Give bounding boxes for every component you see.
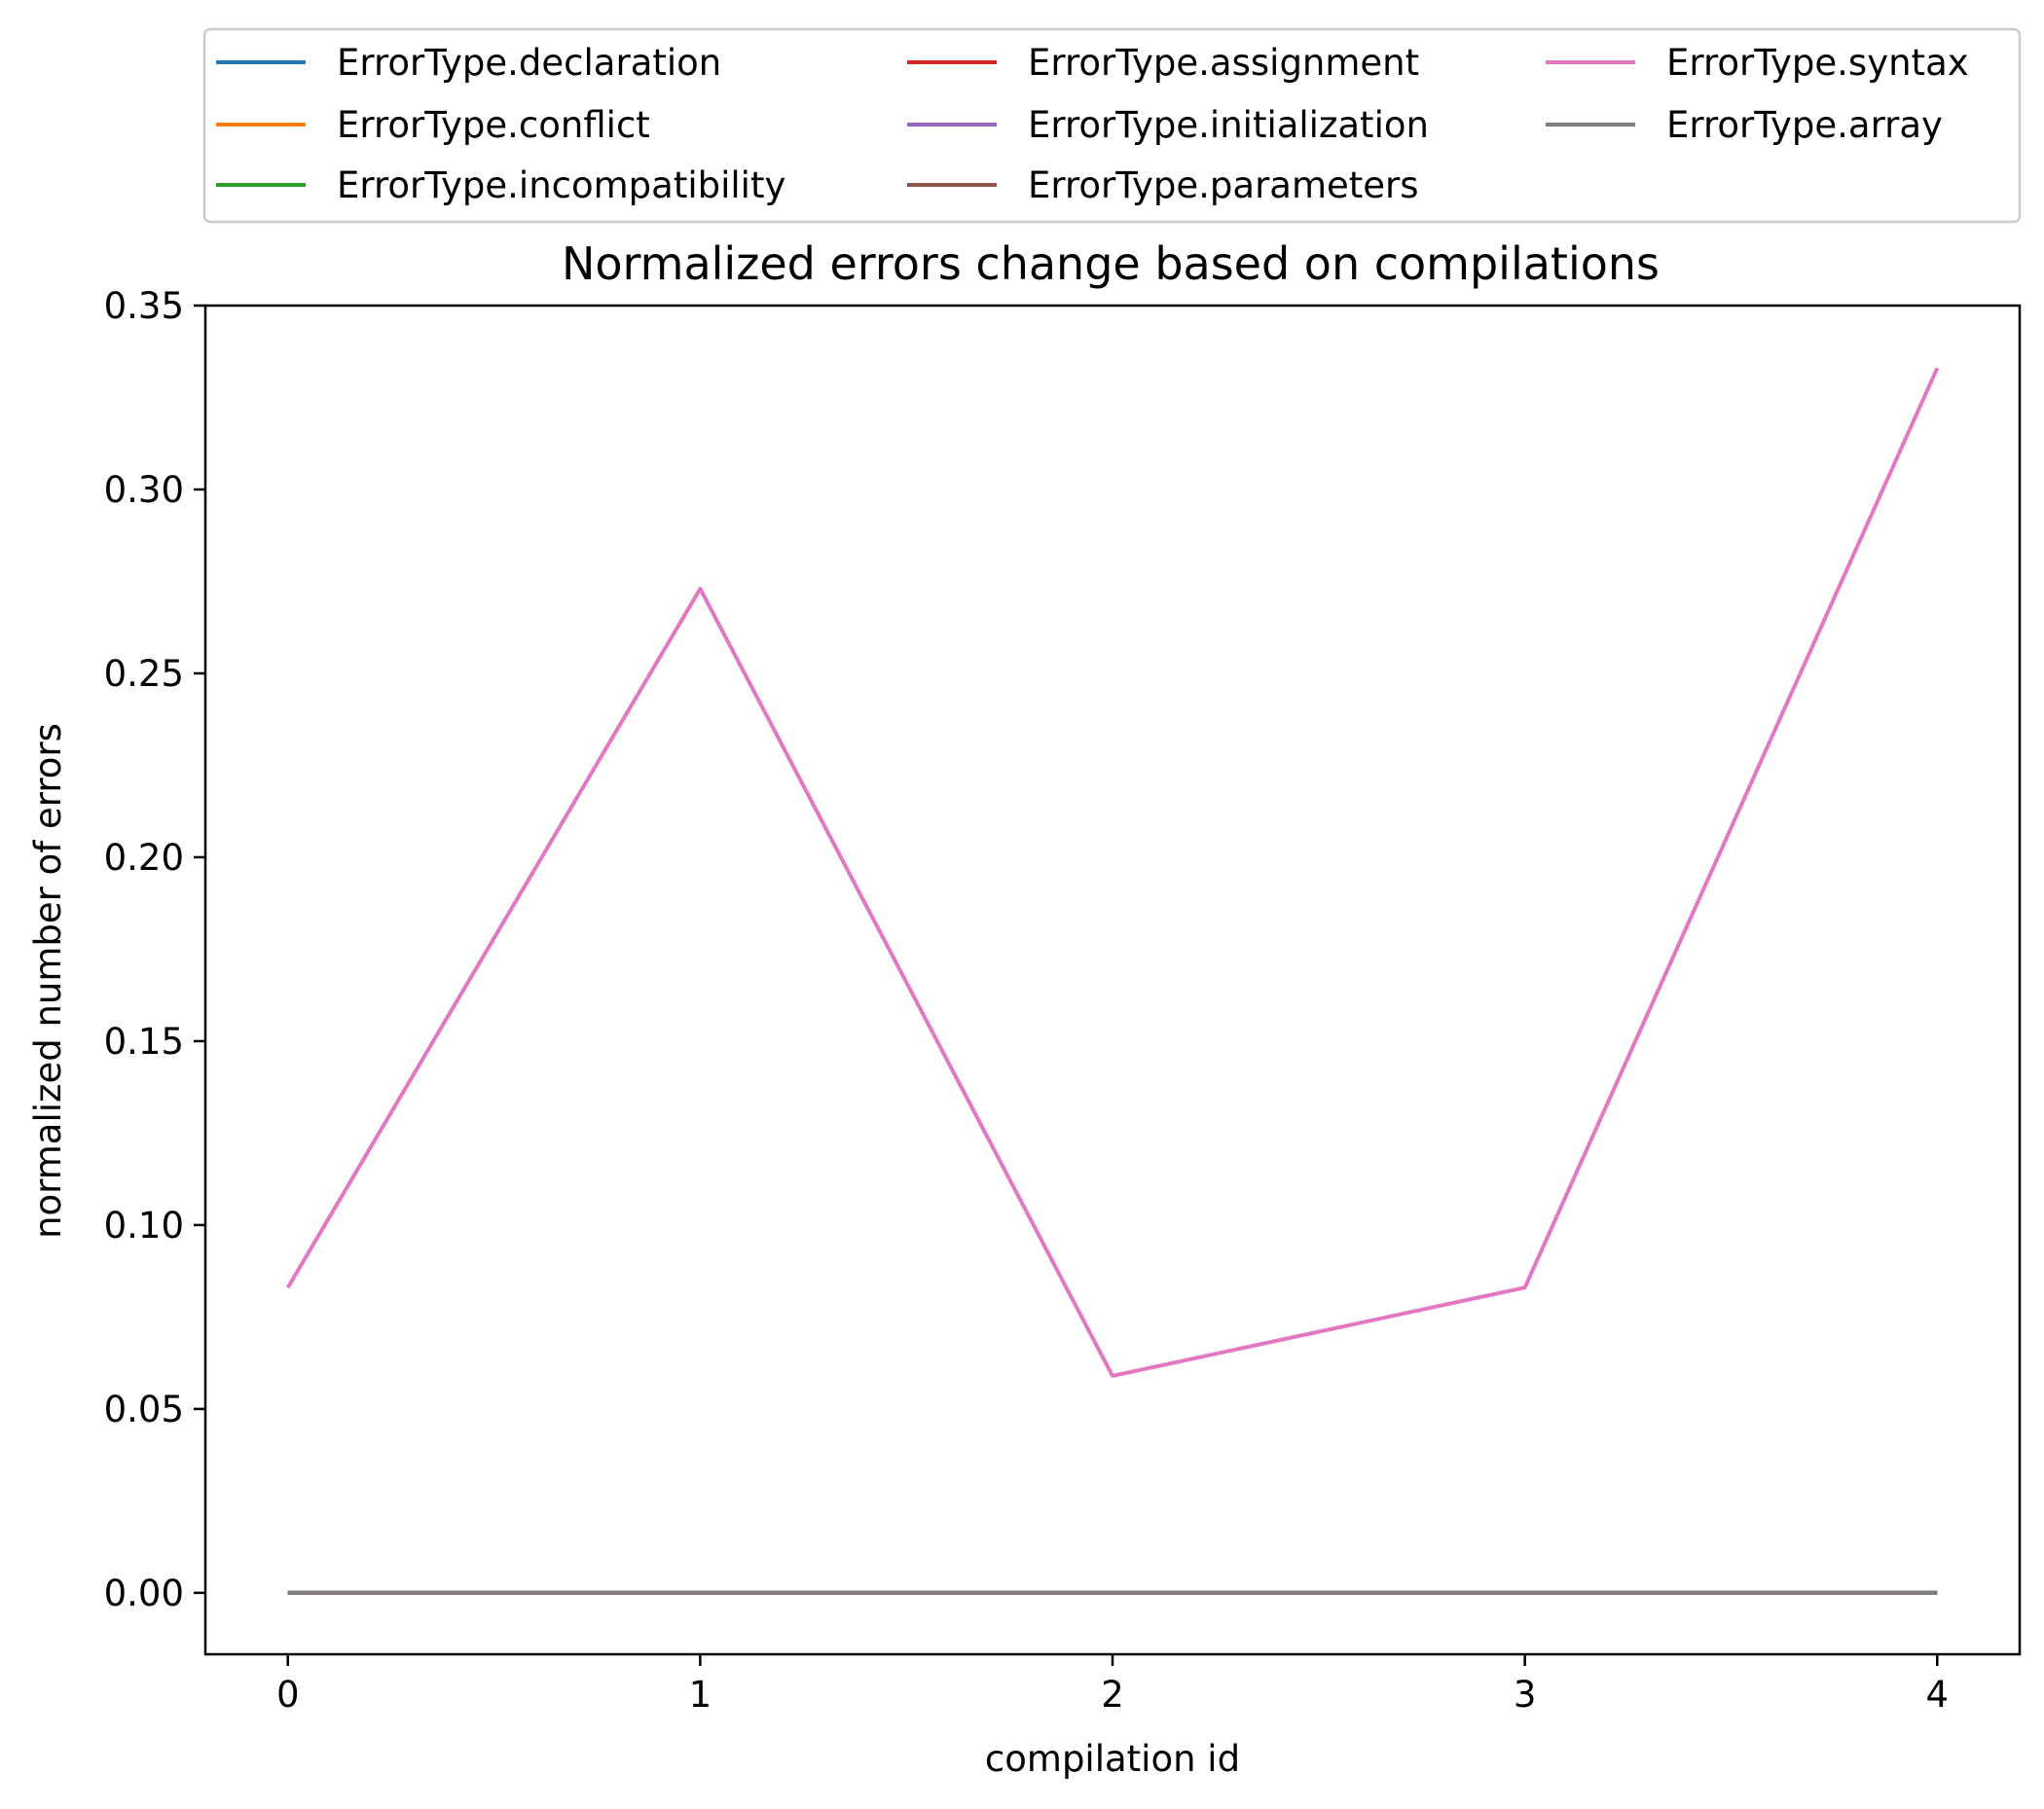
legend-item: ErrorType.declaration bbox=[216, 42, 721, 84]
legend-item: ErrorType.assignment bbox=[907, 42, 1419, 84]
legend-label: ErrorType.initialization bbox=[1028, 104, 1429, 146]
y-tick-label: 0.20 bbox=[104, 837, 184, 879]
x-tick-label: 4 bbox=[1925, 1674, 1949, 1716]
series-line-syntax bbox=[285, 367, 1940, 1378]
chart-title: Normalized errors change based on compil… bbox=[562, 237, 1660, 290]
legend-label: ErrorType.parameters bbox=[1028, 164, 1419, 206]
legend: ErrorType.declaration ErrorType.conflict E… bbox=[202, 27, 2022, 224]
x-axis-label: compilation id bbox=[985, 1738, 1240, 1780]
legend-item: ErrorType.syntax bbox=[1546, 42, 1969, 84]
legend-item: ErrorType.incompatibility bbox=[216, 164, 785, 206]
legend-item: ErrorType.array bbox=[1546, 104, 1943, 146]
legend-item: ErrorType.parameters bbox=[907, 164, 1419, 206]
legend-item: ErrorType.conflict bbox=[216, 104, 650, 146]
y-tick-label: 0.00 bbox=[104, 1573, 184, 1614]
legend-label: ErrorType.syntax bbox=[1666, 42, 1969, 84]
plot-frame bbox=[203, 304, 2022, 1656]
x-tick-label: 3 bbox=[1514, 1674, 1537, 1716]
y-tick-label: 0.05 bbox=[104, 1389, 184, 1430]
y-tick-label: 0.25 bbox=[104, 653, 184, 695]
series-layer bbox=[285, 367, 1940, 1595]
y-axis-label: normalized number of errors bbox=[27, 723, 69, 1239]
y-tick-label: 0.30 bbox=[104, 469, 184, 511]
x-tick-label: 1 bbox=[689, 1674, 712, 1716]
y-tick-label: 0.15 bbox=[104, 1021, 184, 1063]
x-tick-label: 0 bbox=[276, 1674, 300, 1716]
legend-item: ErrorType.initialization bbox=[907, 104, 1429, 146]
y-tick-label: 0.35 bbox=[104, 285, 184, 327]
legend-label: ErrorType.incompatibility bbox=[337, 164, 785, 206]
legend-label: ErrorType.conflict bbox=[337, 104, 650, 146]
y-axis: 0.00 0.05 0.10 0.15 0.20 0.25 0.30 0.35 bbox=[104, 285, 205, 1614]
x-tick-label: 2 bbox=[1101, 1674, 1124, 1716]
legend-label: ErrorType.array bbox=[1666, 104, 1943, 146]
x-axis: 0 1 2 3 4 bbox=[276, 1654, 1949, 1716]
legend-label: ErrorType.assignment bbox=[1028, 42, 1419, 84]
y-tick-label: 0.10 bbox=[104, 1205, 184, 1247]
legend-frame bbox=[202, 27, 2022, 224]
legend-label: ErrorType.declaration bbox=[337, 42, 721, 84]
